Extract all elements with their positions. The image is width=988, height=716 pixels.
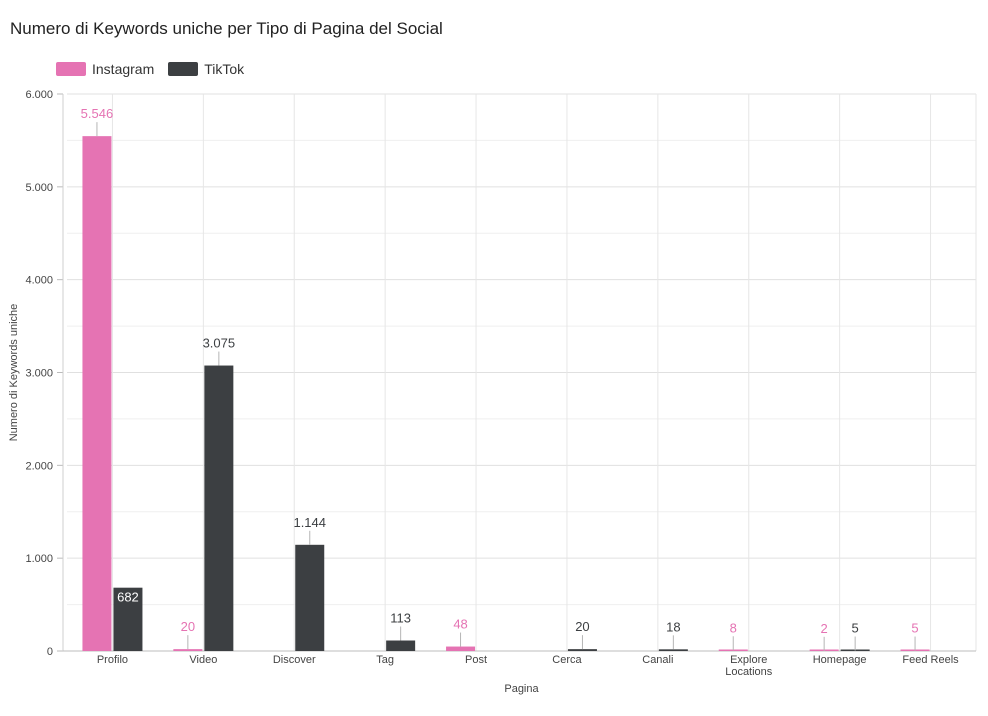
x-tick-label: Canali: [642, 654, 673, 666]
data-label: 5: [911, 621, 918, 636]
legend-label-tiktok: TikTok: [204, 61, 245, 77]
data-label: 3.075: [203, 336, 236, 351]
bar-tiktok: [386, 640, 416, 651]
x-tick-label: Feed Reels: [902, 654, 959, 666]
data-label: 20: [575, 619, 589, 634]
y-tick-label: 4.000: [25, 275, 53, 287]
chart-title: Numero di Keywords uniche per Tipo di Pa…: [10, 19, 443, 38]
data-label: 18: [666, 619, 680, 634]
x-axis-title: Pagina: [504, 683, 539, 695]
y-tick-label: 6.000: [25, 89, 53, 101]
x-tick-label: Post: [465, 654, 487, 666]
x-tick-label: Explore: [730, 654, 767, 666]
data-label: 5.546: [81, 106, 114, 121]
y-tick-label: 3.000: [25, 368, 53, 380]
x-tick-label: Homepage: [813, 654, 867, 666]
data-label: 1.144: [293, 515, 326, 530]
x-tick-label: Cerca: [552, 654, 582, 666]
bar-tiktok: [295, 544, 325, 651]
data-label: 20: [181, 619, 195, 634]
bar-instagram: [173, 649, 203, 651]
legend-swatch-instagram: [56, 62, 86, 76]
bar-tiktok: [658, 649, 688, 651]
y-tick-label: 5.000: [25, 182, 53, 194]
data-label: 682: [117, 590, 139, 605]
legend-item-instagram[interactable]: Instagram: [56, 61, 154, 77]
bar-tiktok: [204, 365, 234, 651]
y-tick-label: 1.000: [25, 553, 53, 565]
x-tick-label: Locations: [725, 666, 773, 678]
data-label: 113: [390, 611, 411, 626]
legend-label-instagram: Instagram: [92, 61, 155, 77]
y-axis-title: Numero di Keywords uniche: [8, 304, 20, 442]
y-tick-label: 0: [47, 646, 53, 658]
x-tick-label: Profilo: [97, 654, 128, 666]
x-tick-label: Discover: [273, 654, 316, 666]
legend-swatch-tiktok: [168, 62, 199, 76]
x-tick-label: Video: [189, 654, 217, 666]
data-label: 48: [453, 617, 467, 632]
x-tick-label: Tag: [376, 654, 394, 666]
legend-item-tiktok[interactable]: TikTok: [168, 61, 244, 77]
bar-tiktok: [567, 649, 597, 651]
bar-instagram: [446, 646, 476, 651]
data-label: 8: [730, 620, 737, 635]
bar-tiktok: [113, 587, 143, 651]
bar-instagram: [82, 136, 112, 651]
legend: Instagram TikTok: [56, 61, 248, 77]
data-label: 5: [852, 621, 859, 636]
y-tick-label: 2.000: [25, 460, 53, 472]
data-label: 2: [821, 621, 828, 636]
